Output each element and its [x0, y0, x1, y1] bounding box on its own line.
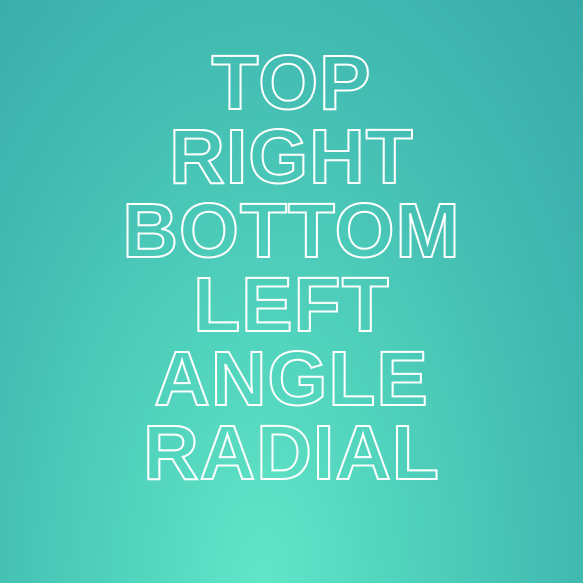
- word-bottom: BOTTOM: [121, 188, 461, 274]
- word-right: RIGHT: [168, 114, 414, 200]
- word-radial: RADIAL: [142, 410, 440, 496]
- word-angle: ANGLE: [153, 336, 429, 422]
- word-top: TOP: [211, 40, 372, 126]
- word-left: LEFT: [192, 262, 390, 348]
- outlined-word-stack: TOP RIGHT BOTTOM LEFT ANGLE RADIAL: [0, 40, 583, 496]
